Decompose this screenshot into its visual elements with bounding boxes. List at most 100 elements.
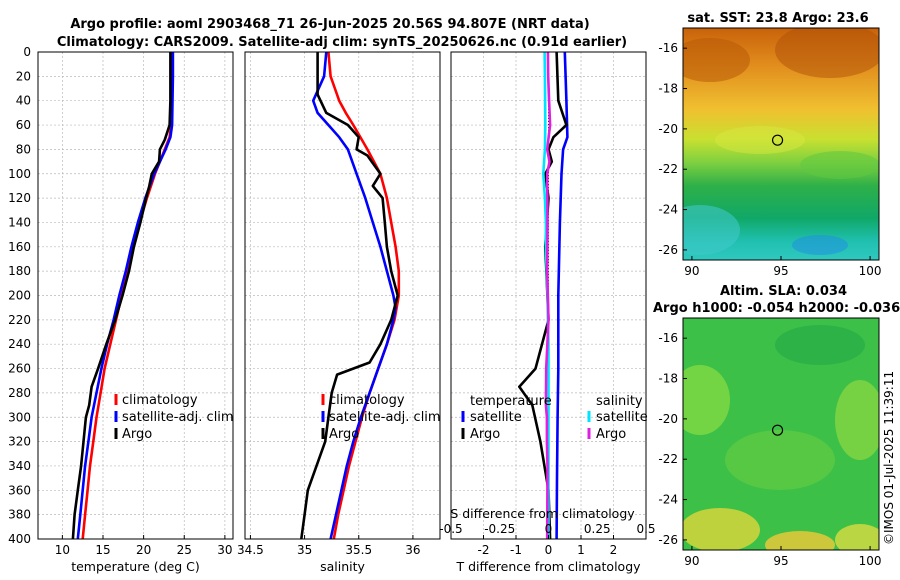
legend-entry: satellite-adj. clim	[329, 410, 441, 425]
map-y-tick-label: -24	[658, 203, 678, 217]
plot-frame	[244, 51, 441, 540]
y-tick-label: 60	[16, 118, 31, 132]
y-tick-label: 200	[8, 289, 31, 303]
argo-location-marker	[771, 424, 784, 436]
map-x-tick-label: 95	[773, 264, 788, 278]
y-tick-label: 40	[16, 94, 31, 108]
x-tick-label: -2	[478, 543, 490, 557]
legend-entry: climatology	[122, 393, 198, 408]
sst-mid-patch	[715, 126, 805, 154]
y-tick-label: 180	[8, 264, 31, 278]
x-tick-label: 30	[217, 543, 232, 557]
map-x-tick-label: 100	[859, 264, 882, 278]
legend-entry: satellite	[470, 410, 522, 425]
legend-entry: satellite-adj. clim	[122, 410, 234, 425]
y-tick-label: 240	[8, 337, 31, 351]
x-tick-label: 15	[95, 543, 110, 557]
sst-warm-patch	[775, 28, 879, 78]
sla-patch	[835, 380, 879, 460]
top-tick-label: 0	[545, 522, 553, 536]
map-y-tick-label: -24	[658, 493, 678, 507]
legend-entry: Argo	[596, 427, 626, 442]
series-line-satellite-adj-clim	[311, 51, 397, 540]
y-tick-label: 300	[8, 410, 31, 424]
series-line-s-satellite	[541, 51, 550, 539]
x-tick-label: 25	[177, 543, 192, 557]
map-y-tick-label: -18	[658, 372, 678, 386]
x-tick-label: 1	[577, 543, 585, 557]
sst-map: sat. SST: 23.8 Argo: 23.6 90 95 100 -16 -18 -…	[658, 11, 882, 278]
legend-heading-temperature: temperature	[470, 394, 552, 409]
sla-map-title-line2: Argo h1000: -0.054 h2000: -0.036	[653, 301, 900, 316]
top-tick-label: 0.25	[584, 522, 611, 536]
map-y-tick-label: -16	[658, 331, 678, 345]
map-y-tick-label: -22	[658, 162, 678, 176]
x-tick-label: 0	[545, 543, 553, 557]
figure-title-line1: Argo profile: aoml 2903468_71 26-Jun-202…	[70, 17, 589, 32]
sst-warm-patch	[683, 38, 750, 82]
plot-frame	[37, 51, 234, 540]
y-tick-label: 360	[8, 483, 31, 497]
series-line-argo	[71, 52, 172, 540]
legend-entry: climatology	[329, 393, 405, 408]
sla-patch	[765, 531, 835, 550]
x-tick-label: 35.5	[345, 543, 372, 557]
x-tick-label: 2	[610, 543, 618, 557]
argo-location-marker	[771, 134, 784, 146]
series-line-argo	[300, 52, 400, 540]
top-tick-label: -0.5	[439, 522, 462, 536]
legend-entry: Argo	[329, 427, 359, 442]
sla-patch	[775, 325, 865, 365]
map-x-tick-label: 90	[684, 264, 699, 278]
sla-patch	[683, 508, 760, 550]
sst-mid-patch	[800, 151, 879, 179]
chart-panel-temperature: 10 15 20 25 30 temperature (deg C) 0 20 40 60 80 10…	[8, 45, 234, 574]
legend-entry: Argo	[470, 427, 500, 442]
y-tick-label: 120	[8, 191, 31, 205]
x-tick-label: -1	[510, 543, 522, 557]
x-axis-label: T difference from climatology	[455, 559, 641, 574]
map-y-tick-label: -26	[658, 533, 678, 547]
sla-patch	[835, 524, 879, 550]
x-tick-label: 10	[55, 543, 70, 557]
imos-credit: ©IMOS 01-Jul-2025 11:39:11	[882, 371, 896, 545]
y-tick-label: 380	[8, 508, 31, 522]
y-tick-label: 340	[8, 459, 31, 473]
map-y-tick-label: -16	[658, 41, 678, 55]
y-tick-label: 320	[8, 435, 31, 449]
sla-map: Altim. SLA: 0.034 Argo h1000: -0.054 h20…	[653, 284, 900, 568]
y-tick-label: 80	[16, 142, 31, 156]
x-tick-label: 36	[405, 543, 420, 557]
map-y-tick-label: -26	[658, 243, 678, 257]
map-x-tick-label: 95	[773, 554, 788, 568]
map-y-tick-label: -18	[658, 82, 678, 96]
sst-cool-patch	[683, 205, 740, 255]
series-line-satellite-adj-clim	[76, 52, 175, 540]
y-tick-label: 400	[8, 532, 31, 546]
x-tick-label: 34.5	[237, 543, 264, 557]
sla-map-title-line1: Altim. SLA: 0.034	[720, 284, 847, 299]
legend-heading-salinity: salinity	[596, 394, 643, 409]
top-tick-label: 0.5	[636, 522, 655, 536]
x-axis-label: temperature (deg C)	[71, 559, 200, 574]
legend-entry: satellite	[596, 410, 648, 425]
chart-panel-salinity: 34.5 35 35.5 36 salinity climatology satellite…	[237, 51, 441, 574]
y-tick-label: 140	[8, 215, 31, 229]
sla-patch	[683, 365, 730, 435]
y-tick-label: 260	[8, 362, 31, 376]
y-tick-label: 220	[8, 313, 31, 327]
x-tick-label: 20	[136, 543, 151, 557]
sla-patch	[725, 430, 835, 490]
series-line-s-argo	[544, 51, 552, 540]
top-tick-label: -0.25	[484, 522, 515, 536]
map-x-tick-label: 90	[684, 554, 699, 568]
y-tick-label: 0	[23, 45, 31, 59]
y-tick-label: 100	[8, 167, 31, 181]
x-axis-label: salinity	[320, 559, 365, 574]
y-tick-label: 280	[8, 386, 31, 400]
map-x-tick-label: 100	[859, 554, 882, 568]
top-axis-label: S difference from climatology	[450, 506, 635, 521]
y-tick-label: 20	[16, 69, 31, 83]
